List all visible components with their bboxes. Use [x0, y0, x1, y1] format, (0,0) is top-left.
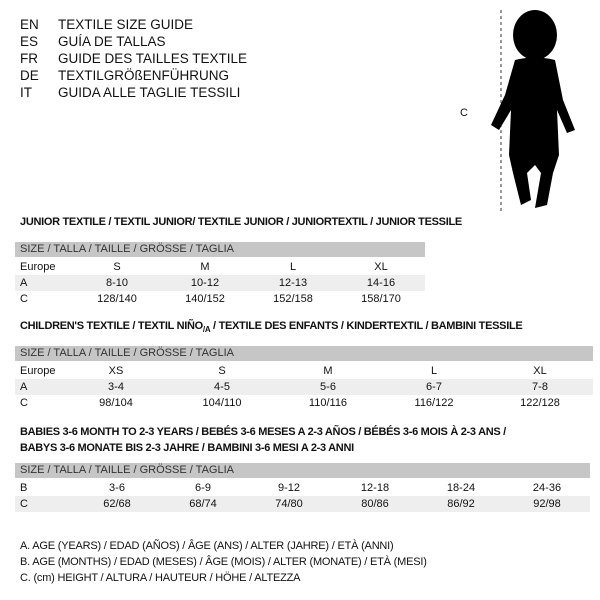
table-cell: 92/98	[533, 498, 561, 510]
row-label: C	[20, 293, 28, 305]
babies-title-line2: BABYS 3-6 MONATE BIS 2-3 JAHRE / BAMBINI…	[20, 442, 354, 454]
table-cell: S	[218, 365, 226, 377]
table-cell: 4-5	[214, 381, 230, 393]
table-cell: XL	[533, 365, 547, 377]
legend: A. AGE (YEARS) / EDAD (AÑOS) / ÂGE (ANS)…	[20, 538, 427, 586]
table-cell: L	[430, 365, 438, 377]
row-label: Europe	[20, 365, 56, 377]
table-cell: 80/86	[361, 498, 389, 510]
language-item: ES GUÍA DE TALLAS	[20, 33, 166, 50]
table-row: Europe S M L XL	[15, 259, 425, 275]
language-item: FR GUIDE DES TAILLES TEXTILE	[20, 50, 247, 67]
table-row: C 62/68 68/74 74/80 80/86 86/92 92/98	[15, 496, 590, 512]
baby-silhouette-icon	[491, 10, 575, 212]
table-cell: 18-24	[446, 482, 476, 494]
row-label: A	[20, 277, 28, 289]
table-row: A 3-4 4-5 5-6 6-7 7-8	[15, 379, 593, 395]
table-cell: 5-6	[320, 381, 336, 393]
table-cell: 140/152	[185, 293, 225, 305]
table-cell: L	[289, 261, 297, 273]
table-row: B 3-6 6-9 9-12 12-18 18-24 24-36	[15, 480, 590, 496]
height-label: C	[460, 107, 468, 119]
table-cell: 8-10	[105, 277, 129, 289]
table-cell: 12-13	[278, 277, 308, 289]
table-cell: 62/68	[103, 498, 131, 510]
table-cell: 104/110	[202, 397, 242, 409]
table-cell: 98/104	[99, 397, 133, 409]
table-header: SIZE / TALLA / TAILLE / GRÖSSE / TAGLIA	[15, 346, 593, 361]
table-row: Europe XS S M L XL	[15, 363, 593, 379]
table-cell: 12-18	[360, 482, 390, 494]
language-code: EN	[20, 17, 39, 32]
table-cell: 110/116	[308, 397, 348, 409]
table-cell: 128/140	[97, 293, 137, 305]
table-row: A 8-10 10-12 12-13 14-16	[15, 275, 425, 291]
row-label: A	[20, 381, 28, 393]
babies-size-table: SIZE / TALLA / TAILLE / GRÖSSE / TAGLIA B…	[15, 463, 590, 512]
table-cell: 74/80	[275, 498, 303, 510]
row-label: C	[20, 397, 28, 409]
table-cell: 122/128	[520, 397, 560, 409]
table-cell: 7-8	[532, 381, 548, 393]
language-code: FR	[20, 51, 38, 66]
legend-item: B. AGE (MONTHS) / EDAD (MESES) / ÂGE (MO…	[20, 556, 427, 568]
table-cell: 152/158	[273, 293, 313, 305]
legend-item: C. (cm) HEIGHT / ALTURA / HAUTEUR / HÖHE…	[20, 572, 301, 584]
children-title: CHILDREN'S TEXTILE / TEXTIL NIÑO/A / TEX…	[20, 320, 523, 335]
language-item: IT GUIDA ALLE TAGLIE TESSILI	[20, 84, 240, 101]
height-figure: C	[455, 5, 595, 215]
table-row: C 128/140 140/152 152/158 158/170	[15, 291, 425, 307]
legend-item: A. AGE (YEARS) / EDAD (AÑOS) / ÂGE (ANS)…	[20, 540, 394, 552]
table-cell: M	[200, 261, 210, 273]
language-title: TEXTILE SIZE GUIDE	[58, 17, 194, 32]
table-cell: S	[113, 261, 121, 273]
language-item: EN TEXTILE SIZE GUIDE	[20, 16, 193, 33]
language-title: GUIDE DES TAILLES TEXTILE	[58, 51, 248, 66]
row-label: C	[20, 498, 28, 510]
language-code: IT	[20, 85, 32, 100]
table-cell: M	[323, 365, 333, 377]
table-cell: 9-12	[277, 482, 301, 494]
table-cell: 6-9	[195, 482, 211, 494]
table-cell: 6-7	[426, 381, 442, 393]
table-cell: 24-36	[532, 482, 562, 494]
table-cell: 3-4	[108, 381, 124, 393]
junior-size-table: SIZE / TALLA / TAILLE / GRÖSSE / TAGLIA E…	[15, 242, 425, 307]
language-item: DE TEXTILGRÖßENFÜHRUNG	[20, 67, 229, 84]
table-header: SIZE / TALLA / TAILLE / GRÖSSE / TAGLIA	[15, 463, 590, 478]
row-label: Europe	[20, 261, 56, 273]
table-row: C 98/104 104/110 110/116 116/122 122/128	[15, 395, 593, 411]
language-title: GUÍA DE TALLAS	[58, 34, 166, 49]
language-code: ES	[20, 34, 39, 49]
babies-title-line1: BABIES 3-6 MONTH TO 2-3 YEARS / BEBÉS 3-…	[20, 426, 506, 438]
children-size-table: SIZE / TALLA / TAILLE / GRÖSSE / TAGLIA E…	[15, 346, 593, 411]
table-cell: 116/122	[414, 397, 454, 409]
table-header: SIZE / TALLA / TAILLE / GRÖSSE / TAGLIA	[15, 242, 425, 257]
table-cell: 158/170	[361, 293, 401, 305]
table-cell: 86/92	[447, 498, 475, 510]
junior-title: JUNIOR TEXTILE / TEXTIL JUNIOR/ TEXTILE …	[20, 216, 462, 228]
table-cell: XL	[374, 261, 388, 273]
table-cell: 10-12	[190, 277, 220, 289]
table-cell: 3-6	[109, 482, 125, 494]
table-cell: XS	[108, 365, 124, 377]
row-label: B	[20, 482, 28, 494]
table-cell: 68/74	[189, 498, 217, 510]
language-title: TEXTILGRÖßENFÜHRUNG	[58, 68, 230, 83]
table-cell: 14-16	[366, 277, 396, 289]
language-title: GUIDA ALLE TAGLIE TESSILI	[58, 85, 241, 100]
language-code: DE	[20, 68, 39, 83]
